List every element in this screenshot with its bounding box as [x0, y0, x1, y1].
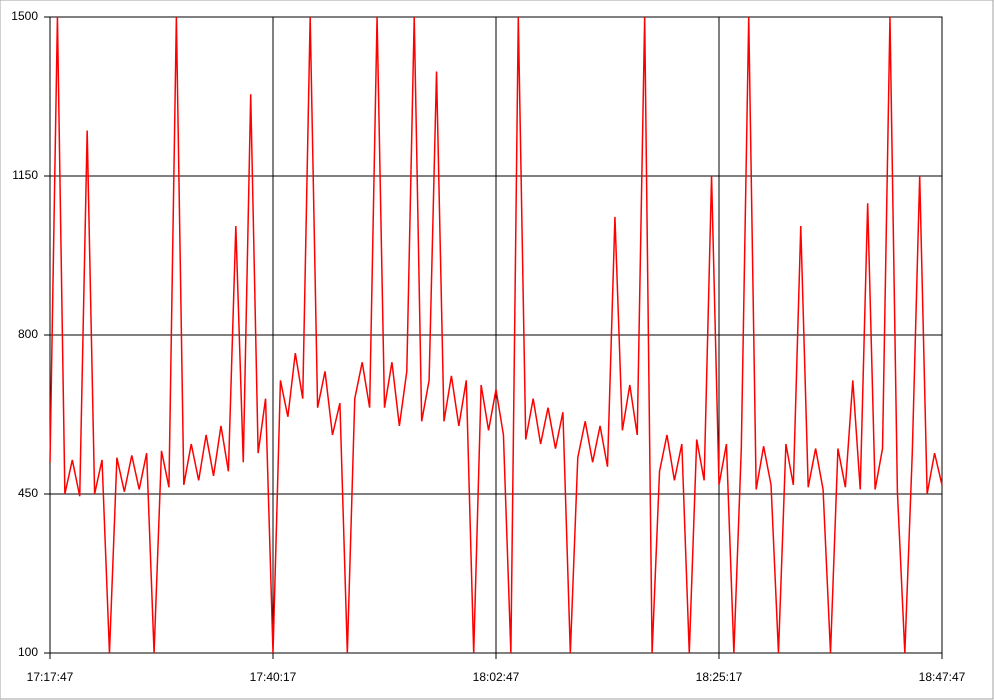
y-tick-label: 1150	[12, 168, 38, 182]
x-tick-label: 18:47:47	[919, 670, 966, 684]
x-tick-label: 18:25:17	[696, 670, 743, 684]
x-tick-label: 17:17:47	[27, 670, 74, 684]
y-tick-label: 1500	[11, 9, 38, 23]
data-line	[49, 16, 943, 654]
y-tick-label: 800	[18, 327, 38, 341]
y-tick-label: 100	[18, 645, 38, 659]
x-tick-label: 18:02:47	[473, 670, 520, 684]
x-tick-label: 17:40:17	[250, 670, 297, 684]
y-tick-label: 450	[18, 486, 38, 500]
